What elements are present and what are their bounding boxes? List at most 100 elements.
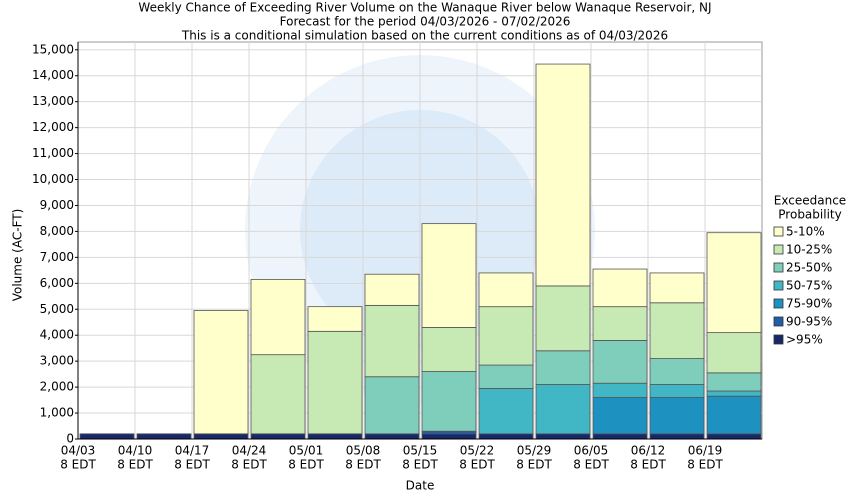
x-tick-label: 8 EDT xyxy=(60,458,96,472)
bar-segment xyxy=(592,268,648,308)
chart-subtitle: Forecast for the period 04/03/2026 - 07/… xyxy=(280,15,571,29)
y-tick-label: 9,000 xyxy=(40,198,74,212)
legend-swatch xyxy=(773,244,784,255)
x-tick-label: 05/08 xyxy=(346,444,381,458)
y-tick-label: 4,000 xyxy=(40,328,74,342)
x-tick-label: 06/19 xyxy=(688,444,723,458)
bar-segment xyxy=(193,433,249,440)
legend-label: >95% xyxy=(786,333,823,347)
y-tick-label: 1,000 xyxy=(40,406,74,420)
bar-segment xyxy=(250,354,306,435)
x-tick-label: 06/05 xyxy=(574,444,609,458)
legend-swatch xyxy=(773,334,784,345)
bar-segment xyxy=(535,433,591,440)
x-tick-label: 8 EDT xyxy=(630,458,666,472)
bar-segment xyxy=(478,306,534,366)
bar-segment xyxy=(364,273,420,306)
bar-segment xyxy=(307,330,363,435)
bar-segment xyxy=(421,433,477,440)
chart-title: Weekly Chance of Exceeding River Volume … xyxy=(138,1,711,15)
bar-segment xyxy=(478,272,534,308)
x-tick-label: 06/12 xyxy=(631,444,666,458)
bar-segment xyxy=(649,302,705,359)
y-tick-label: 7,000 xyxy=(40,250,74,264)
bar-segment xyxy=(649,397,705,435)
bar-segment xyxy=(478,364,534,389)
x-tick-label: 04/10 xyxy=(118,444,153,458)
bar-segment xyxy=(250,279,306,356)
bar-segment xyxy=(535,384,591,435)
x-tick-label: 8 EDT xyxy=(573,458,609,472)
y-tick-label: 12,000 xyxy=(32,120,74,134)
y-tick-label: 13,000 xyxy=(32,94,74,108)
bar-segment xyxy=(535,350,591,385)
bar-segment xyxy=(592,433,648,440)
y-tick-label: 5,000 xyxy=(40,302,74,316)
y-tick-label: 0 xyxy=(66,432,74,446)
bar-segment xyxy=(364,376,420,435)
bar-segment xyxy=(535,285,591,352)
x-tick-label: 05/22 xyxy=(460,444,495,458)
legend-title: Probability xyxy=(778,208,841,222)
x-tick-label: 8 EDT xyxy=(459,458,495,472)
y-tick-label: 3,000 xyxy=(40,354,74,368)
y-tick-label: 10,000 xyxy=(32,172,74,186)
legend-title: Exceedance xyxy=(774,194,846,208)
x-tick-label: 8 EDT xyxy=(516,458,552,472)
legend-label: 10-25% xyxy=(786,243,832,257)
chart-subtitle: This is a conditional simulation based o… xyxy=(181,29,668,43)
y-tick-label: 11,000 xyxy=(32,146,74,160)
bar-segment xyxy=(535,63,591,287)
bar-segment xyxy=(421,223,477,328)
y-tick-label: 8,000 xyxy=(40,224,74,238)
legend-swatch xyxy=(773,262,784,273)
bar-segment xyxy=(649,272,705,304)
bar-segment xyxy=(478,433,534,440)
x-tick-label: 04/03 xyxy=(61,444,96,458)
legend-swatch xyxy=(773,280,784,291)
x-tick-label: 8 EDT xyxy=(345,458,381,472)
bar-segment xyxy=(79,433,135,440)
y-tick-label: 2,000 xyxy=(40,380,74,394)
bar-segment xyxy=(193,310,249,435)
bar-segment xyxy=(136,433,192,440)
bar-segment xyxy=(592,382,648,398)
bar-segment xyxy=(364,304,420,378)
x-tick-label: 05/15 xyxy=(403,444,438,458)
y-axis-label: Volume (AC-FT) xyxy=(11,209,25,302)
bar-segment xyxy=(649,433,705,440)
x-axis-label: Date xyxy=(406,479,435,493)
legend-label: 50-75% xyxy=(786,279,832,293)
bar-segment xyxy=(307,433,363,440)
x-tick-label: 8 EDT xyxy=(288,458,324,472)
legend-swatch xyxy=(773,316,784,327)
bar-segment xyxy=(706,332,762,374)
y-tick-label: 6,000 xyxy=(40,276,74,290)
x-tick-label: 05/01 xyxy=(289,444,324,458)
x-tick-label: 04/24 xyxy=(232,444,267,458)
bar-segment xyxy=(250,433,306,440)
x-tick-label: 04/17 xyxy=(175,444,210,458)
bar-segment xyxy=(421,327,477,372)
bar-segment xyxy=(592,339,648,384)
legend-swatch xyxy=(773,298,784,309)
bar-segment xyxy=(649,358,705,385)
bar-segment xyxy=(706,390,762,397)
x-tick-label: 8 EDT xyxy=(117,458,153,472)
legend-label: 25-50% xyxy=(786,261,832,275)
bar-segment xyxy=(706,372,762,392)
bar-segment xyxy=(478,388,534,435)
bar-segment xyxy=(706,232,762,334)
bar-segment xyxy=(706,433,762,440)
x-tick-label: 8 EDT xyxy=(231,458,267,472)
bar-segment xyxy=(592,306,648,341)
x-tick-label: 8 EDT xyxy=(402,458,438,472)
y-tick-label: 14,000 xyxy=(32,68,74,82)
bar-segment xyxy=(307,306,363,332)
x-tick-label: 05/29 xyxy=(517,444,552,458)
bar-segment xyxy=(706,395,762,435)
legend-label: 75-90% xyxy=(786,297,832,311)
bar-segment xyxy=(421,371,477,432)
bar-segment xyxy=(364,433,420,440)
